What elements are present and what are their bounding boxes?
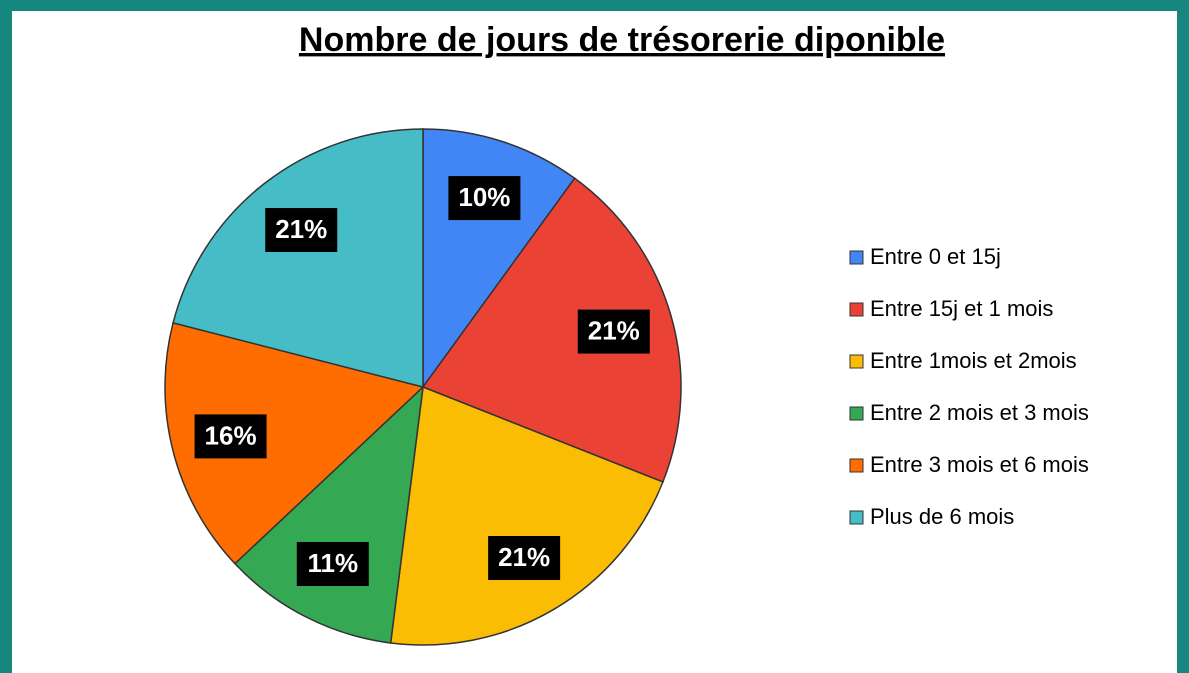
pie-slice (164, 321, 425, 565)
legend-swatch (849, 458, 864, 473)
data-label-box (448, 176, 521, 221)
data-label-box (488, 535, 561, 580)
pie-slice (421, 177, 682, 483)
pie-slice (389, 385, 664, 646)
pie-slice (172, 128, 424, 388)
legend-label: Entre 1mois et 2mois (870, 348, 1077, 373)
legend-swatch (849, 406, 864, 421)
legend-swatch (849, 250, 864, 265)
legend-label: Entre 3 mois et 6 mois (870, 452, 1089, 477)
data-label: 21% (498, 542, 550, 572)
data-label-box (265, 208, 338, 253)
legend-swatch (849, 510, 864, 525)
data-label-box (296, 542, 369, 587)
pie-slice (233, 385, 425, 644)
data-label: 16% (205, 420, 257, 450)
data-label-box (577, 309, 650, 354)
frame-left (0, 0, 12, 673)
data-label: 21% (275, 214, 327, 244)
legend-label: Entre 2 mois et 3 mois (870, 400, 1089, 425)
data-label: 10% (458, 182, 510, 212)
chart-title: Nombre de jours de trésorerie diponible (299, 21, 945, 59)
data-label-box (194, 414, 267, 459)
data-label: 11% (308, 548, 359, 578)
data-label: 21% (588, 315, 640, 345)
legend-swatch (849, 354, 864, 369)
legend-label: Plus de 6 mois (870, 504, 1014, 529)
frame-top (0, 0, 1189, 11)
frame-right (1177, 0, 1189, 673)
legend-swatch (849, 302, 864, 317)
legend-label: Entre 15j et 1 mois (870, 296, 1053, 321)
legend-label: Entre 0 et 15j (870, 244, 1001, 269)
